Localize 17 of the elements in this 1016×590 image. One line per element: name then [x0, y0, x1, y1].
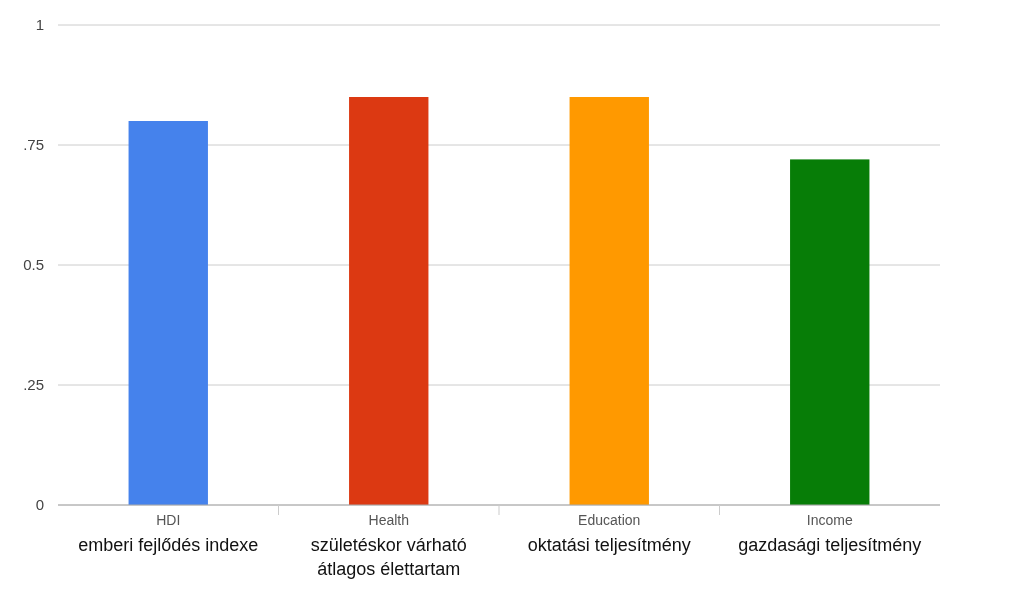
text: gazdasági teljesítmény [738, 535, 922, 555]
y-tick-label: 0.5 [23, 256, 44, 274]
x-tick-label: Income [806, 512, 853, 528]
text: oktatási teljesítmény [527, 535, 691, 555]
y-tick-label: 1 [35, 16, 44, 34]
text: születéskor várható átlagos élettartam [310, 535, 467, 579]
y-tick-label: .75 [23, 136, 44, 154]
y-tick-label: 0 [35, 496, 44, 514]
x-tick-label: Health [368, 512, 409, 528]
x-tick-label: HDI [156, 512, 181, 528]
x-tick-label: Education [578, 512, 641, 528]
bar [349, 97, 429, 505]
y-tick-label: .25 [23, 376, 44, 394]
bar [569, 97, 649, 505]
bar [790, 159, 870, 505]
text: emberi fejlődés indexe [78, 535, 259, 555]
bar [128, 121, 208, 505]
